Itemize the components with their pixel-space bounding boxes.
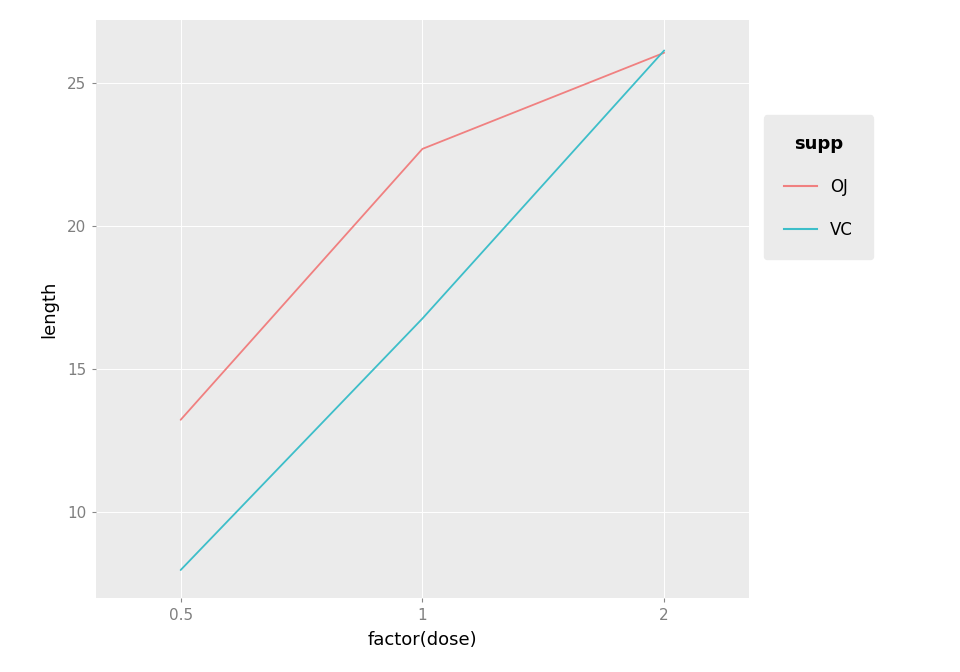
VC xyxy=(417,314,428,323)
VC xyxy=(175,566,186,574)
Legend: OJ, VC: OJ, VC xyxy=(763,115,874,259)
OJ xyxy=(417,145,428,153)
OJ xyxy=(659,49,670,57)
Line: OJ: OJ xyxy=(180,53,664,420)
VC xyxy=(659,46,670,54)
OJ xyxy=(175,416,186,424)
X-axis label: factor(dose): factor(dose) xyxy=(368,631,477,649)
Line: VC: VC xyxy=(180,50,664,570)
Y-axis label: length: length xyxy=(40,280,59,338)
